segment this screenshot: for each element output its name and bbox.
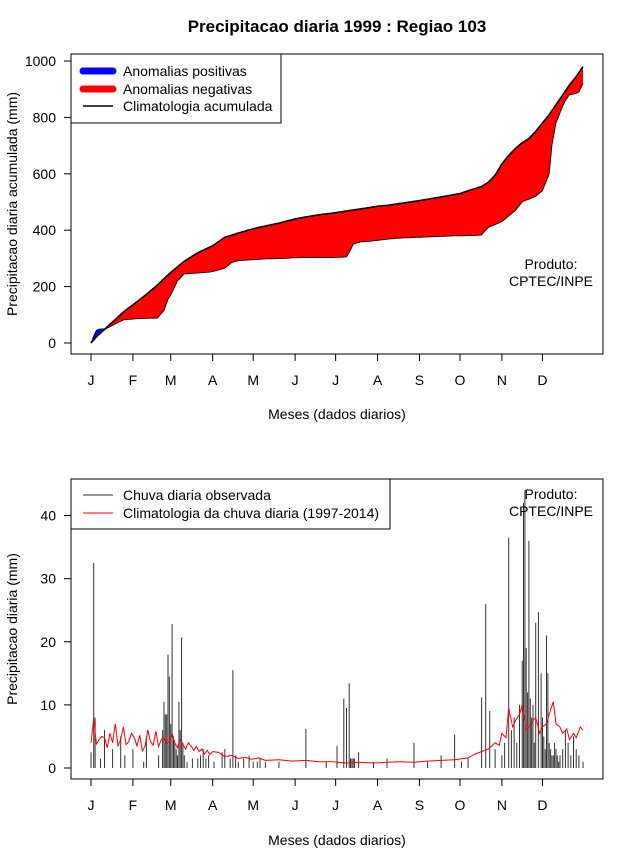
y-axis-label-top: Precipitacao diaria acumulada (mm) — [4, 92, 20, 316]
x-tick-label-bottom-7: A — [373, 797, 383, 813]
x-tick-label-top-7: A — [373, 372, 383, 388]
climatology-cumulative-line — [90, 66, 584, 344]
y-tick-label-top-0: 0 — [48, 335, 56, 351]
legend-label-negative: Anomalias negativas — [123, 81, 252, 97]
daily-chart: 0 10 20 30 40 J F M A M J J A S O N D Meses (dados diar… — [4, 478, 604, 848]
x-tick-label-bottom-10: N — [497, 797, 507, 813]
y-tick-label-top-4: 800 — [33, 109, 57, 125]
x-tick-label-top-2: M — [165, 372, 177, 388]
legend-label-positive: Anomalias positivas — [123, 63, 247, 79]
legend-label-climatology: Climatologia acumulada — [123, 98, 273, 114]
x-tick-label-top-3: A — [208, 372, 218, 388]
x-tick-label-top-6: J — [332, 372, 339, 388]
cumulative-chart: Precipitacao diaria 1999 : Regiao 103 0 2… — [4, 17, 604, 422]
y-axis-top: 0 200 400 600 800 1000 — [25, 53, 72, 351]
x-tick-label-bottom-9: O — [455, 797, 466, 813]
y-tick-label-top-5: 1000 — [25, 53, 56, 69]
x-axis-label-top: Meses (dados diarios) — [268, 406, 406, 422]
x-tick-label-top-0: J — [88, 372, 95, 388]
y-tick-label-bottom-2: 20 — [40, 634, 56, 650]
y-tick-label-top-2: 400 — [33, 222, 57, 238]
y-tick-label-top-1: 200 — [33, 279, 57, 295]
legend-bottom: Chuva diaria observada Climatologia da c… — [70, 478, 391, 530]
x-tick-label-bottom-1: F — [129, 797, 138, 813]
climatology-daily-line — [90, 701, 584, 764]
product-annotation-top-line2: CPTEC/INPE — [509, 273, 593, 289]
product-annotation-bottom-line2: CPTEC/INPE — [509, 503, 593, 519]
x-tick-label-top-9: O — [455, 372, 466, 388]
x-tick-label-bottom-8: S — [415, 797, 424, 813]
cumulative-lines — [90, 66, 584, 344]
x-tick-label-bottom-3: A — [208, 797, 218, 813]
observed-cumulative-line — [90, 83, 584, 344]
product-annotation-bottom-line1: Produto: — [525, 486, 578, 502]
legend-label-daily-climatology: Climatologia da chuva diaria (1997-2014) — [123, 505, 379, 521]
x-tick-label-bottom-2: M — [165, 797, 177, 813]
legend-box-bottom — [70, 478, 391, 530]
x-tick-label-bottom-11: D — [537, 797, 547, 813]
negative-anomaly-area-1 — [104, 66, 583, 330]
y-tick-label-bottom-4: 40 — [40, 508, 56, 524]
x-tick-label-top-1: F — [129, 372, 138, 388]
chart-title: Precipitacao diaria 1999 : Regiao 103 — [188, 17, 487, 36]
y-axis-bottom: 0 10 20 30 40 — [40, 508, 72, 776]
y-tick-label-bottom-3: 30 — [40, 571, 56, 587]
x-tick-label-bottom-6: J — [332, 797, 339, 813]
legend-label-observed: Chuva diaria observada — [123, 487, 271, 503]
y-axis-label-bottom: Precipitacao diaria (mm) — [4, 553, 20, 705]
legend-top: Anomalias positivas Anomalias negativas … — [70, 53, 282, 124]
x-tick-label-top-10: N — [497, 372, 507, 388]
y-tick-label-bottom-0: 0 — [48, 760, 56, 776]
x-tick-label-top-11: D — [537, 372, 547, 388]
daily-rain-bars — [90, 490, 584, 768]
x-tick-label-top-8: S — [415, 372, 424, 388]
product-annotation-top-line1: Produto: — [525, 256, 578, 272]
y-tick-label-bottom-1: 10 — [40, 697, 56, 713]
x-tick-label-bottom-5: J — [292, 797, 299, 813]
x-tick-label-bottom-4: M — [247, 797, 259, 813]
x-tick-label-top-5: J — [292, 372, 299, 388]
x-axis-label-bottom: Meses (dados diarios) — [268, 832, 406, 848]
y-tick-label-top-3: 600 — [33, 166, 57, 182]
x-tick-label-bottom-0: J — [88, 797, 95, 813]
x-tick-label-top-4: M — [247, 372, 259, 388]
